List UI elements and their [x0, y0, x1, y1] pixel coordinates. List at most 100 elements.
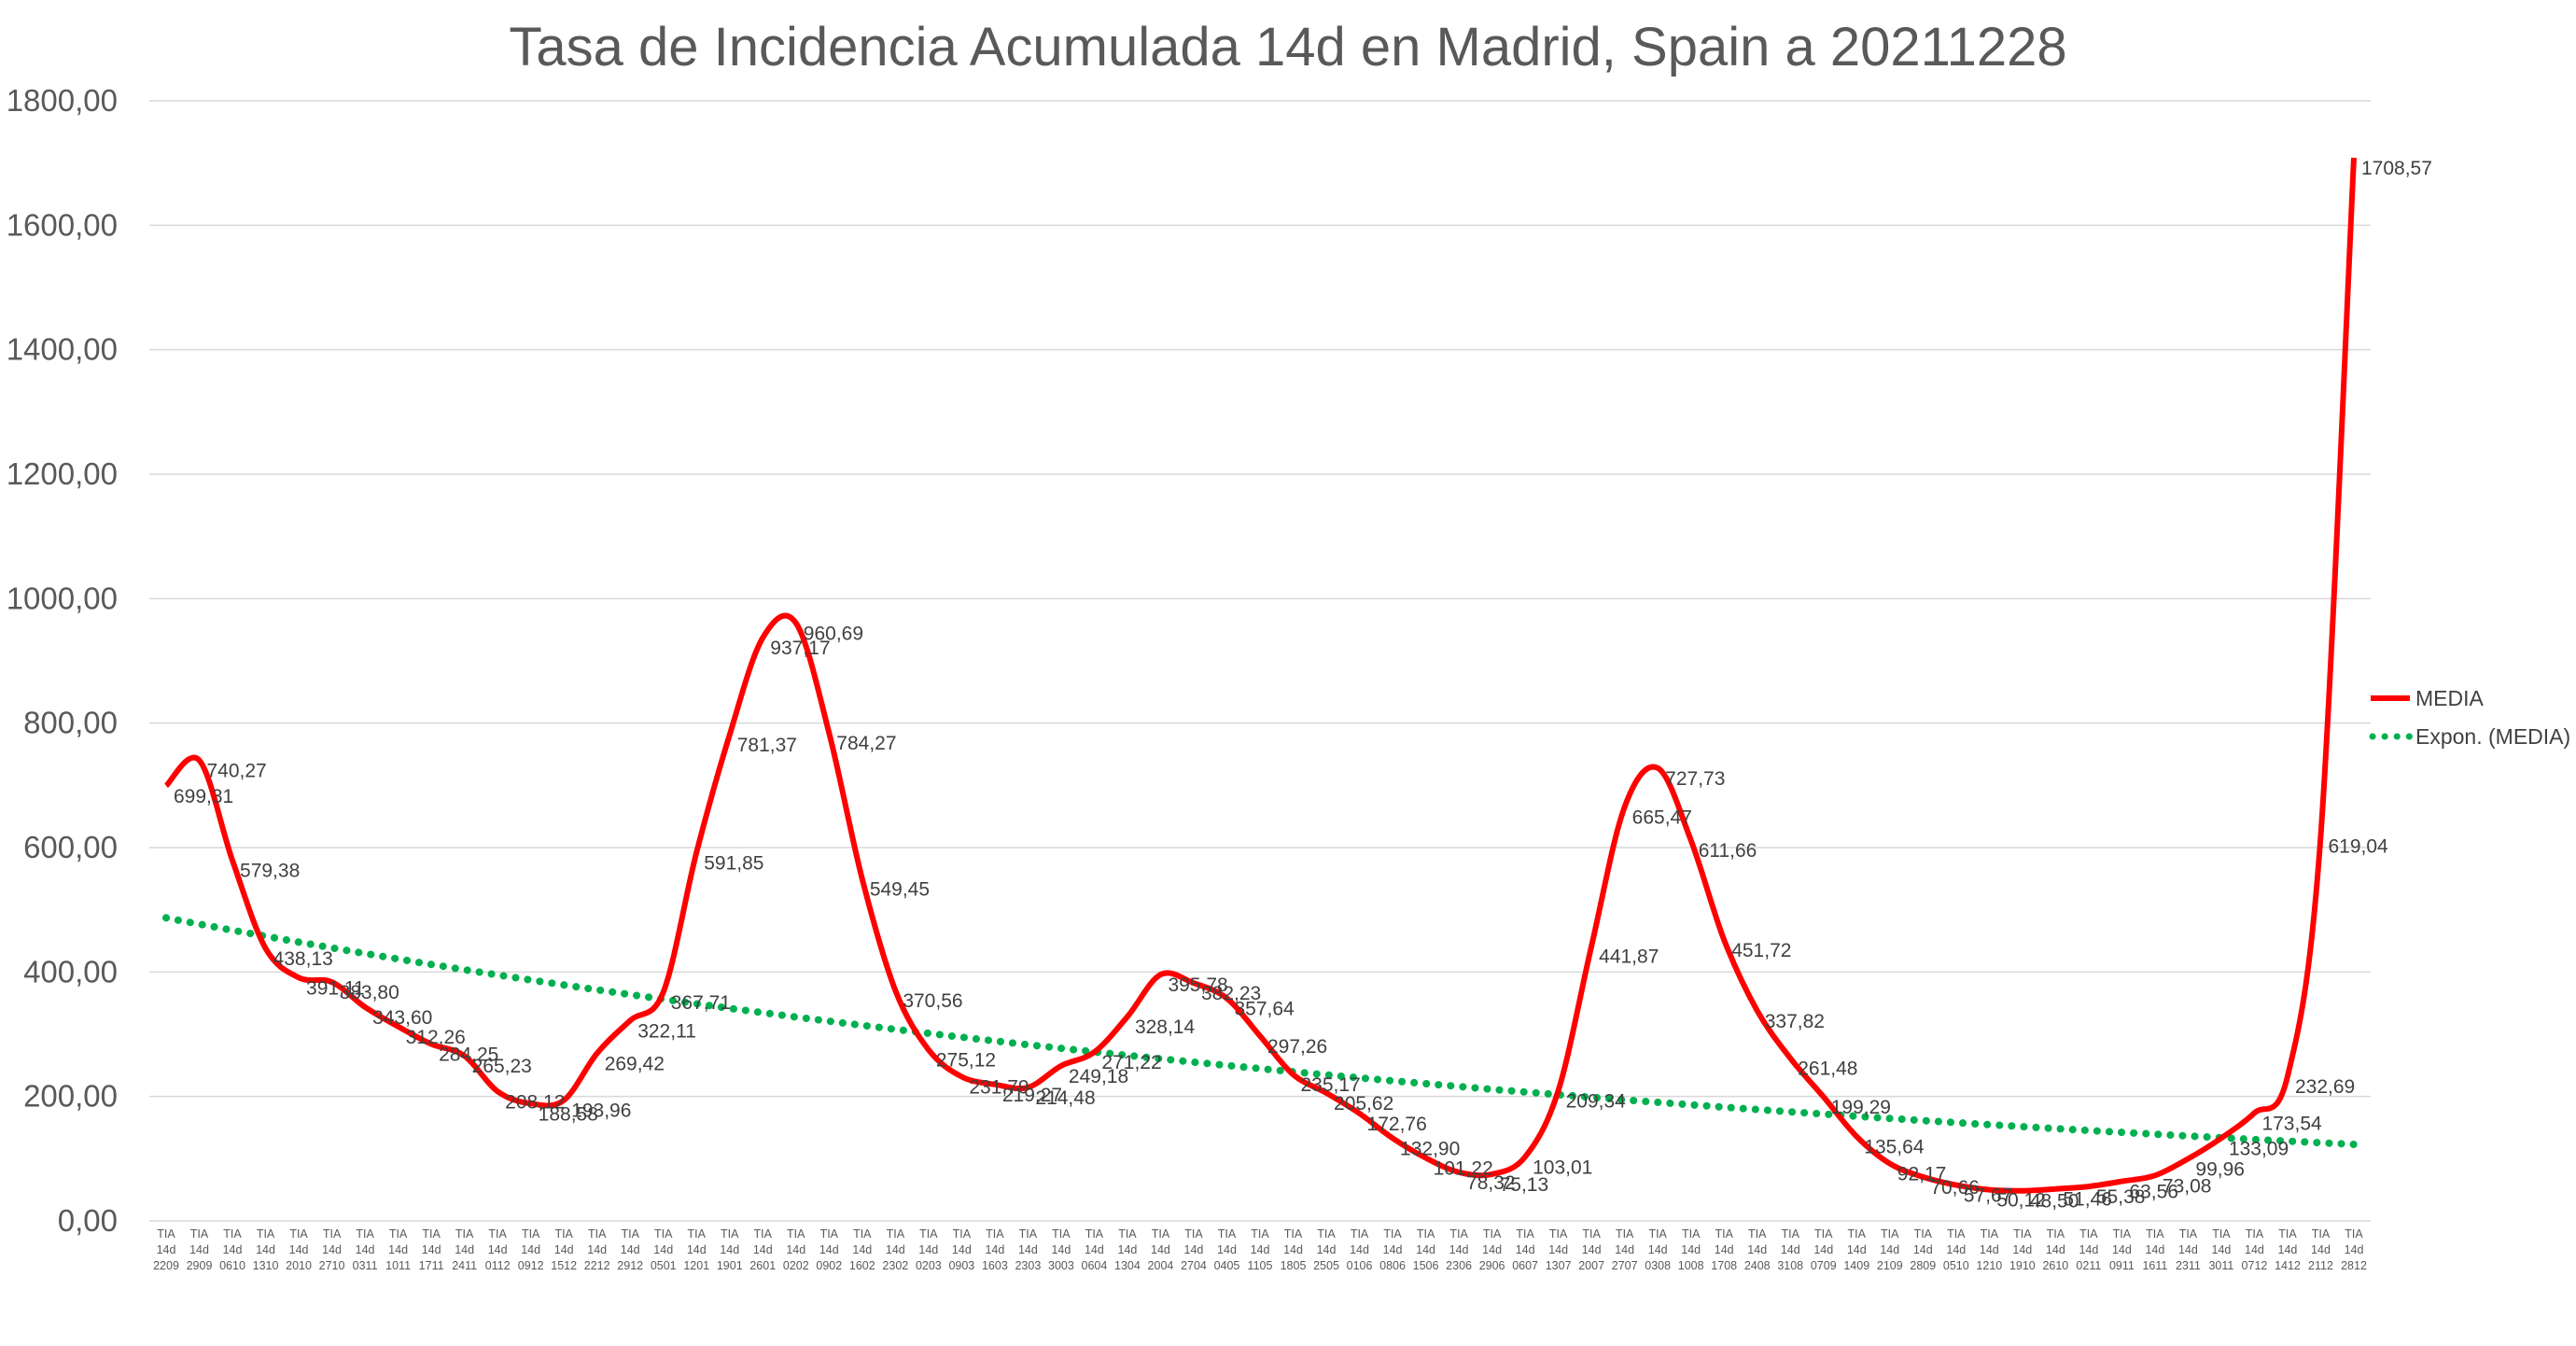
- data-label: 438,13: [273, 948, 333, 970]
- x-tick-label: TIA: [953, 1227, 972, 1241]
- data-label: 269,42: [605, 1053, 665, 1074]
- x-tick-label: TIA: [1019, 1227, 1038, 1241]
- x-tick-label: 14d: [1648, 1243, 1668, 1256]
- x-tick-label: TIA: [1648, 1227, 1667, 1241]
- x-tick-label: 14d: [455, 1243, 474, 1256]
- x-tick: TIA 14d 0806: [1379, 1227, 1406, 1272]
- x-tick-label: 14d: [322, 1243, 342, 1256]
- x-tick-label: 0501: [651, 1259, 677, 1272]
- data-label: 441,87: [1599, 946, 1659, 967]
- x-tick-label: 14d: [2112, 1243, 2132, 1256]
- x-tick-label: TIA: [1582, 1227, 1601, 1241]
- x-tick: TIA 14d 2601: [749, 1227, 776, 1272]
- x-tick-label: 2601: [749, 1259, 776, 1272]
- x-tick-label: TIA: [1981, 1227, 1999, 1241]
- data-label: 367,71: [671, 992, 731, 1014]
- x-tick-label: 0912: [518, 1259, 544, 1272]
- x-tick: TIA 14d 1011: [385, 1227, 411, 1272]
- x-tick: TIA 14d 2704: [1181, 1227, 1207, 1272]
- data-label: 261,48: [1798, 1059, 1857, 1080]
- data-label: 92,17: [1897, 1164, 1947, 1185]
- x-tick: TIA 14d 0202: [783, 1227, 809, 1272]
- data-label: 781,37: [737, 735, 797, 756]
- x-tick-label: TIA: [2246, 1227, 2264, 1241]
- data-label: 51,46: [2063, 1189, 2112, 1211]
- x-tick: TIA 14d 0106: [1347, 1227, 1373, 1272]
- x-tick-label: 3108: [1777, 1259, 1803, 1272]
- data-label: 214,48: [1035, 1087, 1095, 1109]
- x-tick-label: 0903: [948, 1259, 974, 1272]
- data-label: 591,85: [704, 852, 763, 874]
- x-tick-label: 14d: [1151, 1243, 1170, 1256]
- y-axis-ticks: 0,00 200,00 400,00 600,00 800,00 1000,00 1200,…: [7, 83, 118, 1238]
- data-label: 50,12: [1996, 1190, 2046, 1212]
- x-tick-label: TIA: [1449, 1227, 1468, 1241]
- data-label: 199,29: [1831, 1097, 1891, 1118]
- x-tick: TIA 14d 3003: [1048, 1227, 1074, 1272]
- x-tick-label: 14d: [1813, 1243, 1833, 1256]
- x-tick-label: 14d: [918, 1243, 938, 1256]
- x-tick-label: 1602: [849, 1259, 875, 1272]
- data-label: 343,60: [372, 1007, 432, 1029]
- x-tick-label: 14d: [1118, 1243, 1138, 1256]
- y-tick-label: 600,00: [23, 830, 118, 864]
- x-tick-label: TIA: [455, 1227, 474, 1241]
- x-tick: TIA 14d 1602: [849, 1227, 875, 1272]
- x-tick-label: TIA: [2013, 1227, 2032, 1241]
- data-label: 132,90: [1400, 1138, 1460, 1159]
- media-line: [163, 157, 2357, 1194]
- x-tick-label: 0311: [353, 1259, 378, 1272]
- data-label: 235,17: [1301, 1074, 1361, 1096]
- data-label: 284,25: [439, 1045, 498, 1066]
- x-tick-label: 14d: [819, 1243, 839, 1256]
- x-tick: TIA 14d 0709: [1811, 1227, 1837, 1272]
- data-label: 231,79: [969, 1076, 1029, 1098]
- x-tick-label: 14d: [2178, 1243, 2198, 1256]
- x-tick: TIA 14d 0911: [2109, 1227, 2135, 1272]
- legend[interactable]: MEDIA Expon. (MEDIA): [2369, 686, 2570, 749]
- data-label: 312,26: [406, 1027, 466, 1048]
- y-tick-label: 800,00: [23, 706, 118, 740]
- data-label: 395,78: [1168, 974, 1227, 996]
- legend-label-trend: Expon. (MEDIA): [2415, 724, 2570, 749]
- x-tick-label: 14d: [1781, 1243, 1800, 1256]
- x-tick-label: 14d: [1747, 1243, 1767, 1256]
- x-tick-label: 14d: [289, 1243, 309, 1256]
- x-tick: TIA 14d 2408: [1744, 1227, 1771, 1272]
- x-tick-label: 1412: [2275, 1259, 2301, 1272]
- x-tick-label: TIA: [389, 1227, 408, 1241]
- x-tick-label: TIA: [1085, 1227, 1104, 1241]
- x-tick-label: 2302: [882, 1259, 908, 1272]
- x-tick-label: TIA: [688, 1227, 707, 1241]
- x-tick-label: 14d: [488, 1243, 508, 1256]
- data-label: 249,18: [1069, 1066, 1128, 1087]
- x-tick-label: TIA: [919, 1227, 938, 1241]
- x-tick-label: 14d: [189, 1243, 209, 1256]
- data-label: 391,11: [306, 977, 365, 999]
- data-label: 275,12: [936, 1050, 996, 1072]
- x-tick-label: 14d: [1283, 1243, 1303, 1256]
- x-tick-label: TIA: [853, 1227, 872, 1241]
- x-tick: TIA 14d 2906: [1479, 1227, 1505, 1272]
- data-label: 133,09: [2229, 1138, 2289, 1159]
- x-tick: TIA 14d 1512: [551, 1227, 577, 1272]
- x-tick-label: 14d: [587, 1243, 607, 1256]
- x-tick-label: 2004: [1148, 1259, 1174, 1272]
- x-tick-label: TIA: [289, 1227, 308, 1241]
- x-tick-label: 14d: [1880, 1243, 1899, 1256]
- x-tick: TIA 14d 0912: [518, 1227, 544, 1272]
- x-tick-label: TIA: [488, 1227, 507, 1241]
- x-tick-label: TIA: [754, 1227, 773, 1241]
- x-tick-label: 14d: [388, 1243, 408, 1256]
- x-tick-label: TIA: [887, 1227, 905, 1241]
- x-tick-label: 14d: [2046, 1243, 2065, 1256]
- x-tick-label: TIA: [1118, 1227, 1137, 1241]
- data-label: 960,69: [804, 624, 863, 645]
- x-tick: TIA 14d 0510: [1943, 1227, 1969, 1272]
- data-label: 665,47: [1632, 806, 1692, 828]
- data-label: 611,66: [1699, 840, 1757, 862]
- x-tick-label: TIA: [2079, 1227, 2098, 1241]
- data-label: 193,96: [571, 1101, 631, 1122]
- y-tick-label: 200,00: [23, 1079, 118, 1114]
